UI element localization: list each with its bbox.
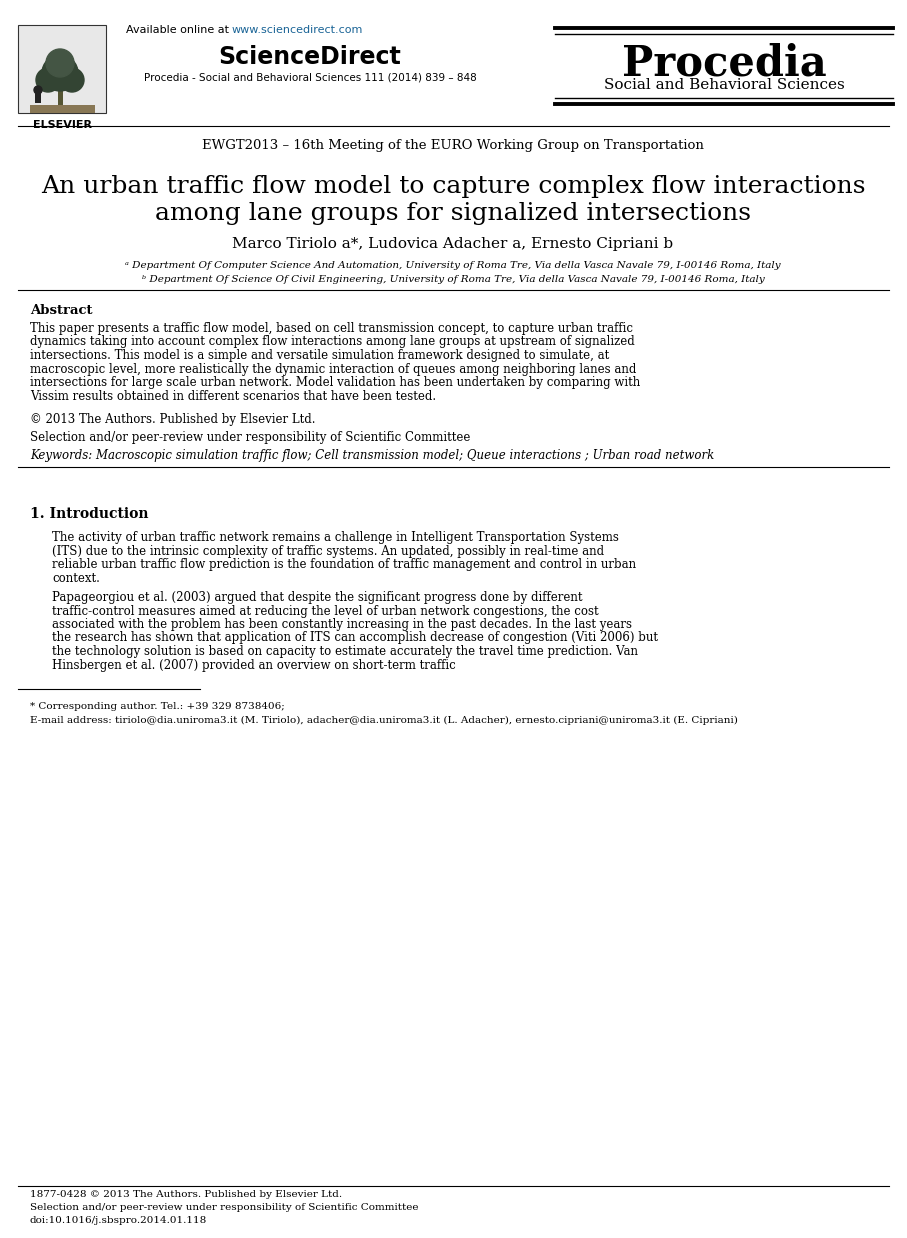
Text: Available online at: Available online at — [125, 25, 232, 35]
Text: E-mail address: tiriolo@dia.uniroma3.it (M. Tiriolo), adacher@dia.uniroma3.it (L: E-mail address: tiriolo@dia.uniroma3.it … — [30, 716, 738, 725]
Text: ELSEVIER: ELSEVIER — [33, 120, 92, 130]
Text: Papageorgiou et al. (2003) argued that despite the significant progress done by : Papageorgiou et al. (2003) argued that d… — [52, 591, 582, 604]
Text: An urban traffic flow model to capture complex flow interactions: An urban traffic flow model to capture c… — [41, 175, 865, 198]
Circle shape — [60, 68, 84, 92]
Text: Selection and/or peer-review under responsibility of Scientific Committee: Selection and/or peer-review under respo… — [30, 1203, 418, 1212]
Text: dynamics taking into account complex flow interactions among lane groups at upst: dynamics taking into account complex flo… — [30, 335, 635, 349]
Text: Keywords: Macroscopic simulation traffic flow; Cell transmission model; Queue in: Keywords: Macroscopic simulation traffic… — [30, 449, 714, 462]
Text: 1. Introduction: 1. Introduction — [30, 508, 149, 521]
Text: the technology solution is based on capacity to estimate accurately the travel t: the technology solution is based on capa… — [52, 645, 638, 659]
Text: intersections. This model is a simple and versatile simulation framework designe: intersections. This model is a simple an… — [30, 349, 610, 361]
Text: ScienceDirect: ScienceDirect — [219, 45, 402, 69]
Text: intersections for large scale urban network. Model validation has been undertake: intersections for large scale urban netw… — [30, 376, 640, 389]
Text: www.sciencedirect.com: www.sciencedirect.com — [232, 25, 364, 35]
Text: macroscopic level, more realistically the dynamic interaction of queues among ne: macroscopic level, more realistically th… — [30, 363, 637, 375]
Text: Abstract: Abstract — [30, 305, 93, 317]
Text: context.: context. — [52, 572, 100, 584]
Bar — [58, 90, 63, 110]
Text: reliable urban traffic flow prediction is the foundation of traffic management a: reliable urban traffic flow prediction i… — [52, 558, 636, 571]
Circle shape — [36, 68, 60, 92]
Bar — [30, 105, 95, 113]
Text: the research has shown that application of ITS can accomplish decrease of conges: the research has shown that application … — [52, 631, 658, 645]
Text: ᵃ Department Of Computer Science And Automation, University of Roma Tre, Via del: ᵃ Department Of Computer Science And Aut… — [125, 261, 781, 270]
Text: ᵇ Department Of Science Of Civil Engineering, University of Roma Tre, Via della : ᵇ Department Of Science Of Civil Enginee… — [141, 275, 765, 284]
Text: Vissim results obtained in different scenarios that have been tested.: Vissim results obtained in different sce… — [30, 390, 436, 402]
Bar — [35, 92, 41, 103]
Text: Social and Behavioral Sciences: Social and Behavioral Sciences — [604, 78, 844, 92]
Text: The activity of urban traffic network remains a challenge in Intelligent Transpo: The activity of urban traffic network re… — [52, 531, 619, 543]
Text: doi:10.1016/j.sbspro.2014.01.118: doi:10.1016/j.sbspro.2014.01.118 — [30, 1216, 208, 1224]
Text: © 2013 The Authors. Published by Elsevier Ltd.
Selection and/or peer-review unde: © 2013 The Authors. Published by Elsevie… — [30, 413, 471, 444]
Text: Procedia: Procedia — [621, 42, 826, 84]
Text: associated with the problem has been constantly increasing in the past decades. : associated with the problem has been con… — [52, 618, 632, 631]
Text: Hinsbergen et al. (2007) provided an overview on short-term traffic: Hinsbergen et al. (2007) provided an ove… — [52, 659, 455, 671]
Text: 1877-0428 © 2013 The Authors. Published by Elsevier Ltd.: 1877-0428 © 2013 The Authors. Published … — [30, 1190, 342, 1198]
Text: This paper presents a traffic flow model, based on cell transmission concept, to: This paper presents a traffic flow model… — [30, 322, 633, 335]
Circle shape — [46, 50, 74, 77]
Text: among lane groups for signalized intersections: among lane groups for signalized interse… — [155, 202, 751, 225]
Text: traffic-control measures aimed at reducing the level of urban network congestion: traffic-control measures aimed at reduci… — [52, 604, 599, 618]
Bar — [18, 25, 106, 113]
Circle shape — [34, 85, 42, 94]
Text: Marco Tiriolo a*, Ludovica Adacher a, Ernesto Cipriani b: Marco Tiriolo a*, Ludovica Adacher a, Er… — [232, 236, 674, 251]
Text: * Corresponding author. Tel.: +39 329 8738406;: * Corresponding author. Tel.: +39 329 87… — [30, 702, 285, 711]
Circle shape — [42, 54, 78, 92]
Text: EWGT2013 – 16th Meeting of the EURO Working Group on Transportation: EWGT2013 – 16th Meeting of the EURO Work… — [202, 139, 704, 152]
Text: (ITS) due to the intrinsic complexity of traffic systems. An updated, possibly i: (ITS) due to the intrinsic complexity of… — [52, 545, 604, 557]
Text: Procedia - Social and Behavioral Sciences 111 (2014) 839 – 848: Procedia - Social and Behavioral Science… — [143, 73, 476, 83]
